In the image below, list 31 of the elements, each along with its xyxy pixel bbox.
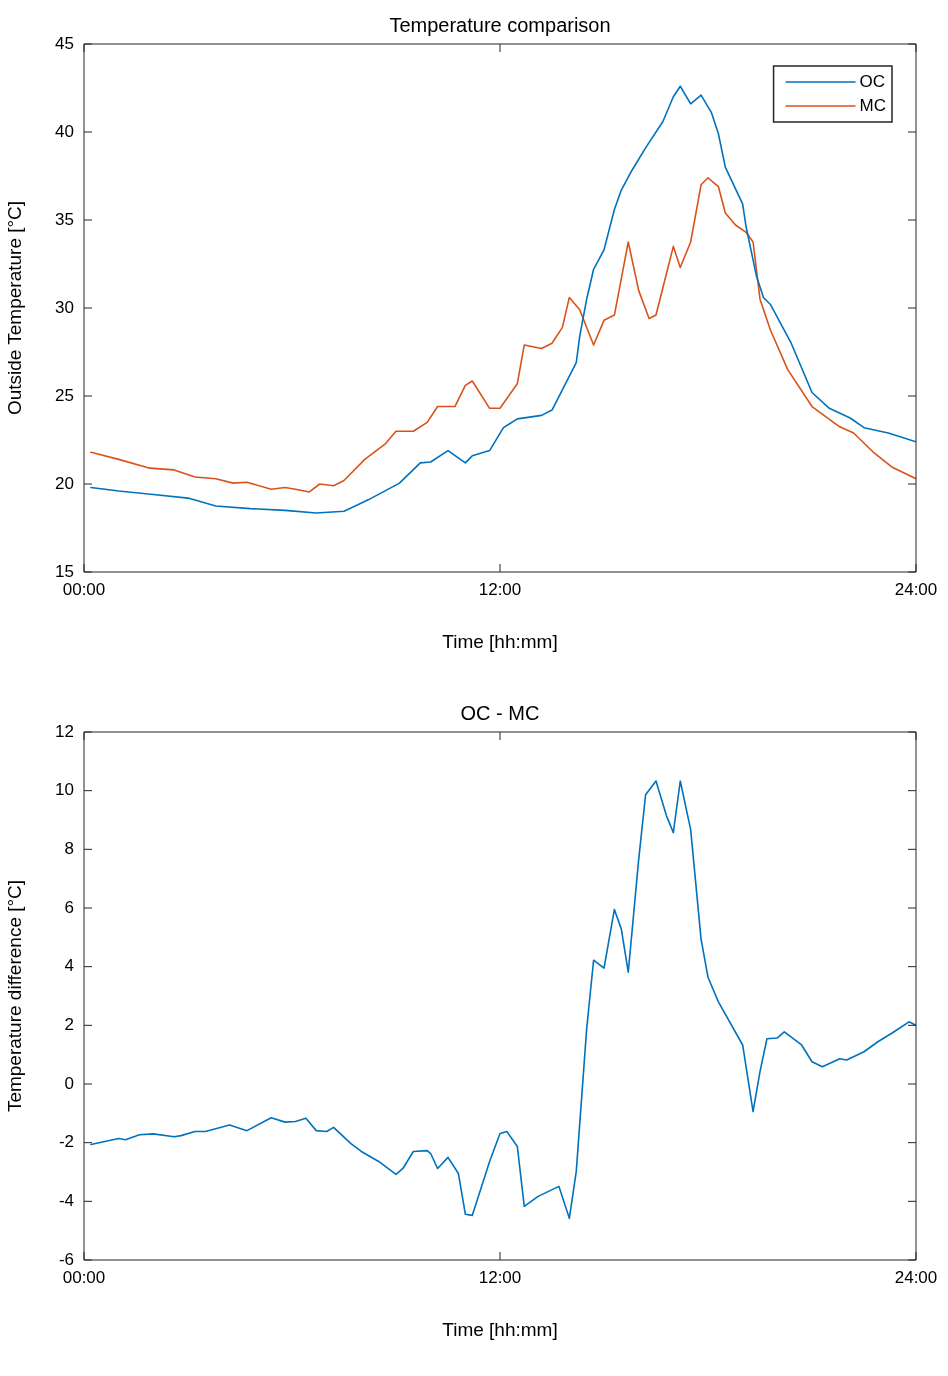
x-axis-title: Time [hh:mm] <box>442 630 558 652</box>
y-axis-title: Temperature difference [°C] <box>3 879 25 1113</box>
y-tick-label: 8 <box>64 839 74 859</box>
chart-title: Temperature comparison <box>389 13 611 36</box>
y-axis-title: Outside Temperature [°C] <box>3 200 25 416</box>
chart-title: OC - MC <box>460 701 540 724</box>
x-tick-label: 24:00 <box>894 579 938 599</box>
y-tick-label: 10 <box>55 780 74 800</box>
y-tick-label: 2 <box>64 1015 74 1035</box>
x-tick-label: 00:00 <box>62 579 106 599</box>
y-tick-label: -4 <box>58 1191 74 1211</box>
x-tick-label: 00:00 <box>62 1267 106 1287</box>
y-tick-label: -6 <box>58 1249 74 1269</box>
y-tick-label: -2 <box>58 1132 74 1152</box>
y-tick-label: 45 <box>55 33 74 53</box>
x-tick-label: 24:00 <box>894 1267 938 1287</box>
x-tick-label: 12:00 <box>478 579 522 599</box>
legend-label: MC <box>859 95 887 115</box>
y-tick-label: 25 <box>55 385 74 405</box>
y-tick-label: 4 <box>64 956 74 976</box>
legend-label: OC <box>859 71 886 91</box>
y-tick-label: 30 <box>55 297 74 317</box>
y-tick-label: 0 <box>64 1073 74 1093</box>
y-tick-label: 12 <box>55 721 74 741</box>
y-tick-label: 15 <box>55 561 74 581</box>
y-tick-label: 35 <box>55 209 74 229</box>
x-axis-title: Time [hh:mm] <box>442 1318 558 1340</box>
y-tick-label: 6 <box>64 897 74 917</box>
x-tick-label: 12:00 <box>478 1267 522 1287</box>
y-tick-label: 20 <box>55 473 74 493</box>
y-tick-label: 40 <box>55 121 74 141</box>
